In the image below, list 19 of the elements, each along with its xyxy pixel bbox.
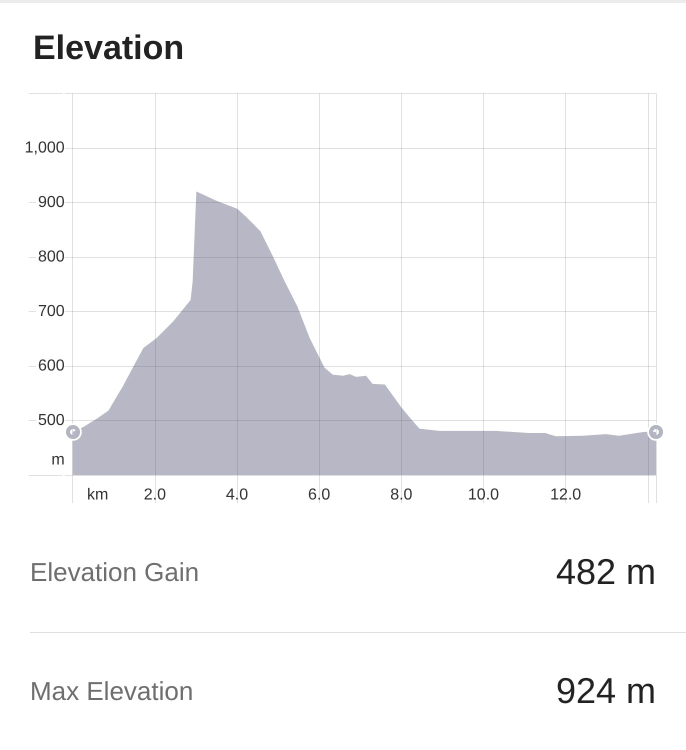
x-tick-label: 8.0 bbox=[390, 486, 413, 504]
x-tick-label: 2.0 bbox=[144, 486, 166, 504]
x-axis-title: km bbox=[87, 486, 108, 504]
y-tick-label: 600 bbox=[38, 357, 65, 374]
x-tick-label: 10.0 bbox=[468, 486, 500, 504]
text: Elevation Gain bbox=[30, 557, 200, 587]
text: 924 m bbox=[556, 670, 656, 711]
y-tick-label: 800 bbox=[38, 248, 65, 266]
text: Max Elevation bbox=[30, 676, 194, 706]
y-tick-label: 1,000 bbox=[24, 139, 65, 156]
x-tick-label: 6.0 bbox=[308, 486, 330, 504]
y-axis-title: m bbox=[51, 452, 65, 468]
x-tick-label: 4.0 bbox=[226, 486, 248, 504]
y-tick-label: 900 bbox=[38, 194, 65, 211]
y-tick-label: 500 bbox=[38, 412, 65, 429]
y-tick-label: 700 bbox=[38, 302, 65, 320]
text: 482 m bbox=[556, 551, 656, 592]
x-tick-label: 12.0 bbox=[550, 486, 582, 504]
chart-title: Elevation bbox=[33, 29, 184, 67]
